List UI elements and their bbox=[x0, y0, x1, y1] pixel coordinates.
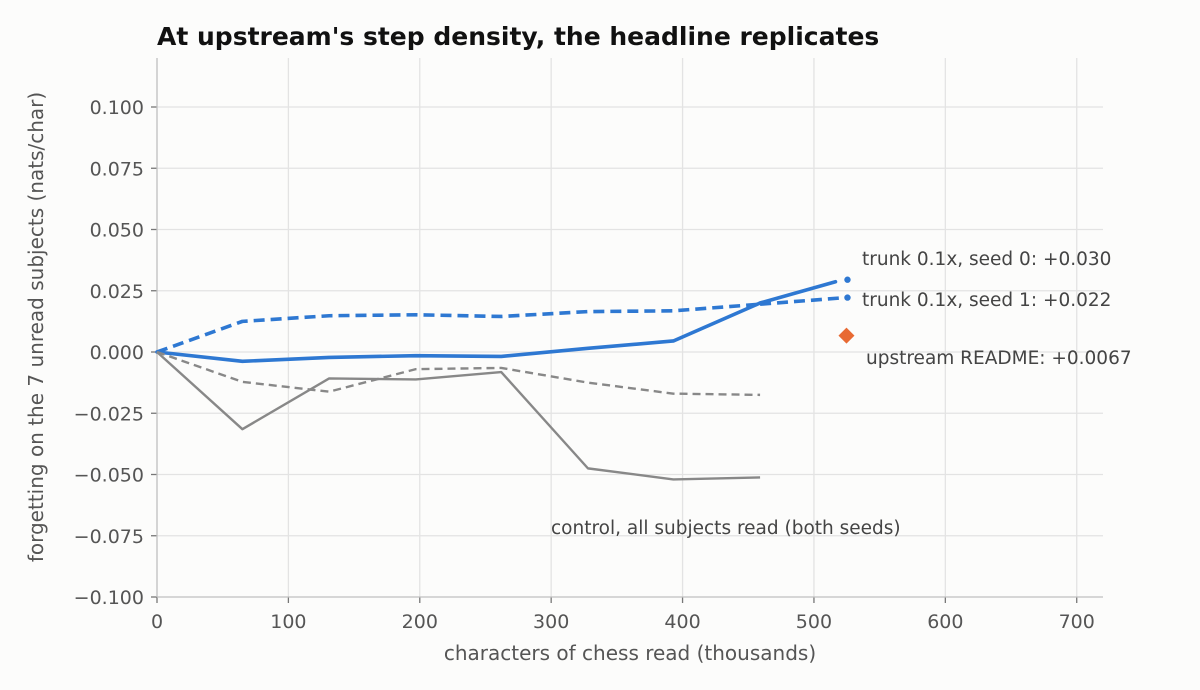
axes: 0 100 200 300 400 500 600 700 −0.100 −0.075 −0.050… bbox=[74, 58, 1103, 633]
y-tick-label: 0.025 bbox=[90, 281, 144, 303]
x-tick-label: 600 bbox=[927, 611, 963, 633]
x-tick-label: 100 bbox=[270, 611, 306, 633]
y-tick-label: −0.100 bbox=[74, 587, 144, 609]
series-control-seed-1 bbox=[156, 350, 761, 397]
y-tick-label: 0.100 bbox=[90, 97, 144, 119]
x-tick-label: 400 bbox=[664, 611, 700, 633]
annotation-control: control, all subjects read (both seeds) bbox=[551, 518, 901, 539]
y-tick-label: 0.000 bbox=[90, 342, 144, 364]
x-tick-label: 200 bbox=[402, 611, 438, 633]
x-tick-label: 700 bbox=[1059, 611, 1095, 633]
series-end-point bbox=[844, 276, 851, 283]
series-trunk-0-1x-seed-0 bbox=[155, 276, 851, 364]
series-line bbox=[156, 302, 761, 354]
x-tick-label: 300 bbox=[533, 611, 569, 633]
series-line bbox=[156, 350, 761, 397]
annotation-trunk-seed0: trunk 0.1x, seed 0: +0.030 bbox=[862, 249, 1111, 270]
series-layer bbox=[155, 276, 851, 481]
series-final-segment bbox=[758, 279, 838, 305]
annotation-trunk-seed1: trunk 0.1x, seed 1: +0.022 bbox=[862, 290, 1111, 311]
y-tick-label: −0.075 bbox=[74, 526, 144, 548]
x-tick-label: 500 bbox=[796, 611, 832, 633]
series-final-segment bbox=[759, 295, 846, 307]
series-end-point bbox=[844, 294, 851, 301]
chart-title: At upstream's step density, the headline… bbox=[157, 22, 879, 51]
x-axis-label: characters of chess read (thousands) bbox=[444, 641, 816, 665]
grid bbox=[157, 58, 1103, 597]
y-tick-label: 0.050 bbox=[90, 220, 144, 242]
x-tick-label: 0 bbox=[151, 611, 163, 633]
y-tick-label: −0.050 bbox=[74, 465, 144, 487]
y-tick-label: −0.025 bbox=[74, 403, 144, 425]
y-tick-label: 0.075 bbox=[90, 158, 144, 180]
y-axis-label: forgetting on the 7 unread subjects (nat… bbox=[24, 92, 48, 562]
annotation-upstream-readme: upstream README: +0.0067 bbox=[866, 348, 1132, 369]
series-control-seed-0 bbox=[156, 351, 761, 481]
upstream-readme-marker bbox=[838, 327, 855, 344]
marker-layer bbox=[838, 327, 855, 344]
series-trunk-0-1x-seed-1 bbox=[156, 294, 851, 354]
series-line bbox=[155, 301, 762, 364]
series-line bbox=[156, 351, 761, 481]
